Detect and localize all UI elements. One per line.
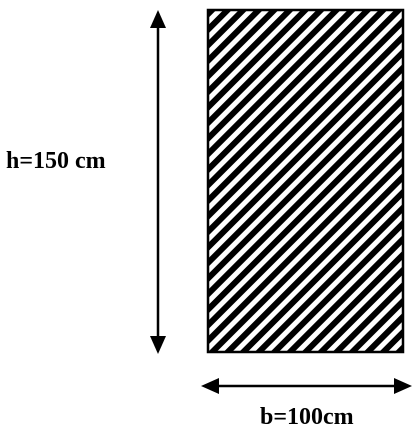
- height-dimension-arrow: [150, 10, 166, 354]
- arrow-down-icon: [150, 336, 166, 354]
- hatched-rectangle: [206, 8, 405, 354]
- arrow-right-icon: [394, 378, 412, 394]
- height-label: h=150 cm: [6, 148, 106, 174]
- arrow-up-icon: [150, 10, 166, 28]
- width-dimension-arrow: [201, 378, 412, 394]
- width-label: b=100cm: [260, 404, 354, 430]
- arrow-left-icon: [201, 378, 219, 394]
